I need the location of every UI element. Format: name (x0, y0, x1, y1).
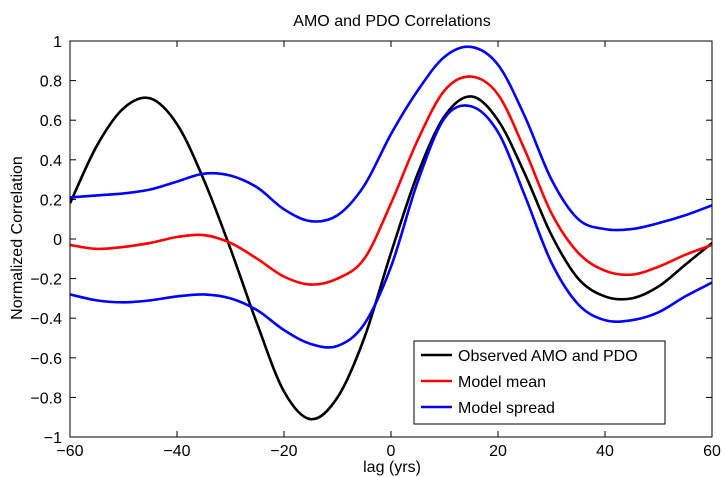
y-tick-label: 0.2 (40, 192, 62, 209)
x-tick-label: −60 (56, 443, 83, 460)
series-model-mean-line (70, 75, 712, 286)
series-model-spread-upper-line (70, 45, 712, 232)
y-tick-label: 0.8 (40, 74, 62, 91)
y-tick-label: 0.4 (40, 153, 62, 170)
legend-label: Observed AMO and PDO (458, 348, 638, 365)
x-axis-label: lag (yrs) (363, 459, 421, 476)
chart-title: AMO and PDO Correlations (293, 13, 490, 30)
y-tick-label: −0.8 (30, 390, 62, 407)
x-tick-label: 60 (703, 443, 721, 460)
legend-label: Model spread (458, 400, 555, 417)
y-tick-label: 0 (53, 232, 62, 249)
y-axis-label: Normalized Correlation (9, 156, 26, 320)
y-tick-label: −0.6 (30, 351, 62, 368)
x-tick-label: −40 (163, 443, 190, 460)
y-tick-label: −1 (44, 430, 62, 447)
y-tick-label: 0.6 (40, 113, 62, 130)
y-tick-label: 1 (53, 34, 62, 51)
plot-area: −60 −40 −20 0 20 40 60 −1 −0.8 −0.6 −0.4 −0.2 0 0.2 0.… (30, 34, 721, 460)
x-tick-label: 40 (596, 443, 614, 460)
legend-box (413, 340, 666, 425)
x-tick-label: 0 (387, 443, 396, 460)
x-tick-label: −20 (270, 443, 297, 460)
series-observed-line (70, 95, 712, 421)
series-model-spread-lower-line (70, 104, 712, 349)
x-tick-label: 20 (489, 443, 507, 460)
y-tick-label: −0.2 (30, 272, 62, 289)
legend-label: Model mean (458, 374, 546, 391)
y-tick-label: −0.4 (30, 311, 62, 328)
